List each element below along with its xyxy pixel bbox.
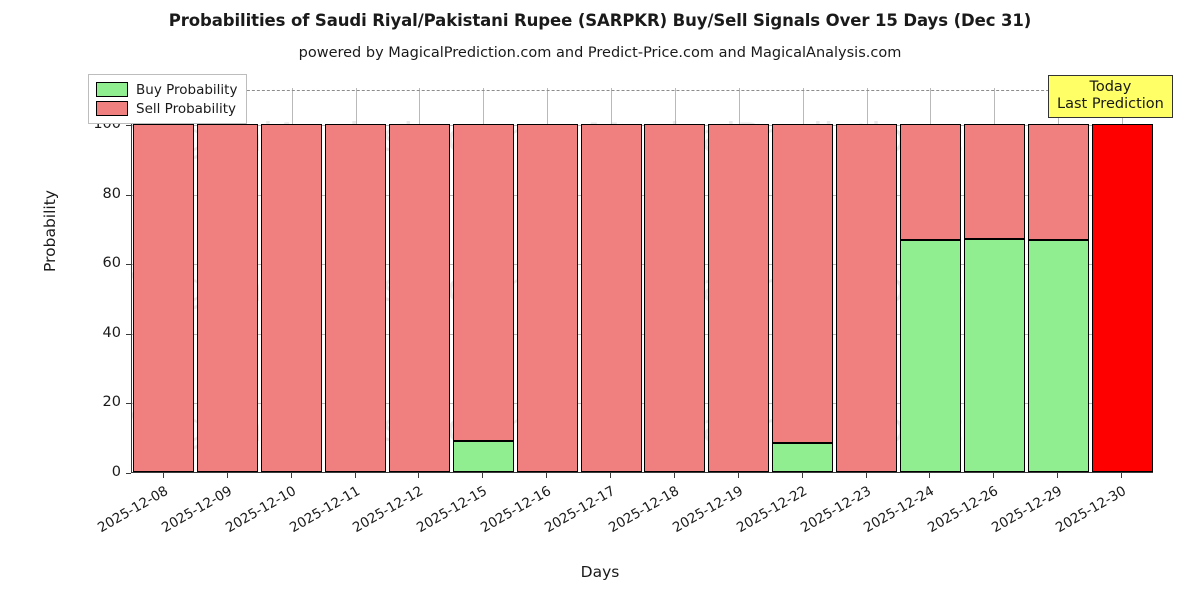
x-tick-mark	[737, 473, 739, 478]
y-tick-mark	[126, 473, 131, 474]
bar-segment-buy[interactable]	[1027, 239, 1089, 472]
bar-segment-sell[interactable]	[516, 124, 578, 472]
bar-group[interactable]	[452, 88, 514, 472]
bar-group[interactable]	[1027, 88, 1089, 472]
legend-item[interactable]: Buy Probability	[96, 80, 237, 99]
x-tick-mark	[1057, 473, 1059, 478]
bar-segment-sell[interactable]	[708, 124, 770, 472]
chart-legend: Buy Probability Sell Probability	[88, 74, 248, 124]
x-axis-label: Days	[580, 563, 620, 581]
bar-segment-sell[interactable]	[1027, 124, 1089, 240]
legend-item[interactable]: Sell Probability	[96, 99, 237, 118]
x-tick-mark	[290, 473, 292, 478]
plot-area: MagicalAnalysis.comMagicalPrediction.com…	[131, 88, 1153, 473]
y-tick-mark	[126, 264, 131, 266]
x-tick-mark	[1121, 473, 1123, 478]
legend-swatch	[96, 101, 128, 116]
x-tick-mark	[162, 473, 164, 478]
bar-segment-buy[interactable]	[963, 238, 1025, 472]
bar-segment-sell[interactable]	[452, 124, 514, 442]
gridline-horizontal	[132, 264, 1153, 266]
bar-group[interactable]	[1091, 88, 1153, 472]
bar-group[interactable]	[644, 88, 706, 472]
y-tick-mark	[126, 194, 131, 196]
y-tick-label: 40	[102, 324, 121, 341]
legend-swatch	[96, 82, 128, 97]
bar-group[interactable]	[516, 88, 578, 472]
bar-segment-sell[interactable]	[261, 124, 323, 472]
today-annotation-line2: Last Prediction	[1057, 96, 1164, 113]
bar-group[interactable]	[325, 88, 387, 472]
legend-label: Buy Probability	[136, 81, 238, 98]
y-tick-label: 60	[102, 255, 121, 272]
bar-group[interactable]	[899, 88, 961, 472]
bar-segment-sell[interactable]	[580, 124, 642, 472]
y-tick-label: 80	[102, 185, 121, 202]
bar-group[interactable]	[261, 88, 323, 472]
x-tick-mark	[226, 473, 228, 478]
x-tick-mark	[482, 473, 484, 478]
x-tick-mark	[801, 473, 803, 478]
x-tick-mark	[418, 473, 420, 478]
bar-segment-buy[interactable]	[452, 441, 514, 472]
bar-group[interactable]	[963, 88, 1025, 472]
bar-segment-sell[interactable]	[197, 124, 259, 472]
x-tick-mark	[865, 473, 867, 478]
bar-group[interactable]	[580, 88, 642, 472]
bar-group[interactable]	[772, 88, 834, 472]
x-tick-mark	[354, 473, 356, 478]
y-tick-mark	[126, 333, 131, 335]
bar-segment-sell[interactable]	[963, 124, 1025, 239]
y-axis-label: Probability	[41, 190, 59, 272]
chart-title: Probabilities of Saudi Riyal/Pakistani R…	[168, 11, 1032, 30]
bar-segment-today[interactable]	[1091, 124, 1153, 472]
bar-segment-sell[interactable]	[644, 124, 706, 472]
legend-label: Sell Probability	[136, 100, 237, 117]
x-tick-mark	[546, 473, 548, 478]
bar-group[interactable]	[133, 88, 195, 472]
x-tick-mark	[929, 473, 931, 478]
y-tick-mark	[126, 403, 131, 405]
chart-subtitle: powered by MagicalPrediction.com and Pre…	[298, 45, 902, 61]
bar-segment-sell[interactable]	[836, 124, 898, 472]
bar-segment-buy[interactable]	[772, 443, 834, 472]
reference-line	[132, 90, 1153, 92]
bar-segment-sell[interactable]	[772, 124, 834, 444]
gridline-horizontal	[132, 333, 1153, 335]
bar-segment-sell[interactable]	[325, 124, 387, 472]
bar-group[interactable]	[708, 88, 770, 472]
bar-group[interactable]	[388, 88, 450, 472]
y-tick-label: 0	[111, 464, 121, 480]
bar-segment-sell[interactable]	[133, 124, 195, 472]
x-tick-mark	[610, 473, 612, 478]
gridline-horizontal	[132, 125, 1153, 126]
x-tick-mark	[673, 473, 675, 478]
plot-clip: MagicalAnalysis.comMagicalPrediction.com…	[132, 88, 1153, 472]
gridline-horizontal	[132, 194, 1153, 196]
y-tick-label: 20	[102, 394, 121, 411]
bar-segment-sell[interactable]	[899, 124, 961, 241]
y-tick-mark	[126, 125, 131, 126]
bar-group[interactable]	[836, 88, 898, 472]
x-tick-mark	[993, 473, 995, 478]
bar-segment-sell[interactable]	[388, 124, 450, 472]
bar-segment-buy[interactable]	[899, 240, 961, 472]
gridline-horizontal	[132, 403, 1153, 405]
today-annotation-line1: Today	[1089, 79, 1132, 95]
today-annotation: Today Last Prediction	[1048, 75, 1173, 119]
bar-group[interactable]	[197, 88, 259, 472]
